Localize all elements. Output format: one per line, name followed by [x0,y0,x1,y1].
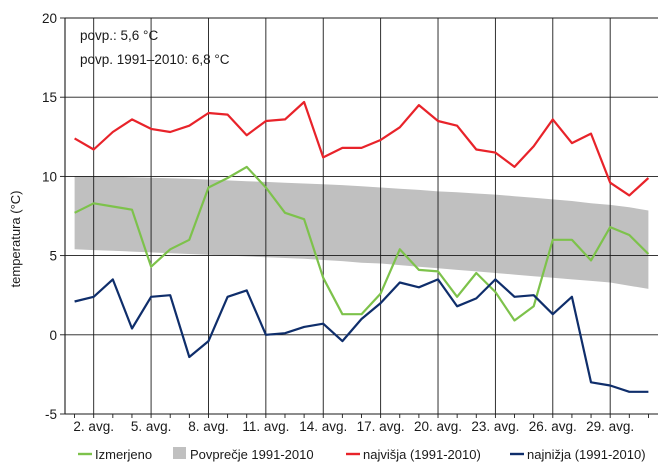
y-axis-label: temperatura (°C) [8,191,23,288]
axis-layer [60,17,658,418]
y-tick-label: 0 [49,328,57,343]
annotation-layer: povp.: 5,6 °C povp. 1991–2010: 6,8 °C [80,28,230,67]
y-tick-label: 10 [42,169,57,184]
legend-label: Povprečje 1991-2010 [190,447,314,462]
x-tick-label: 17. avg. [357,419,405,434]
y-tick-label: 15 [42,90,57,105]
x-tick-label: 5. avg. [131,419,172,434]
legend-label: najnižja (1991-2010) [527,447,646,462]
legend-label: najvišja (1991-2010) [363,447,481,462]
x-tick-label: 11. avg. [242,419,289,434]
band-layer [74,176,649,289]
x-tick-label: 2. avg. [73,419,114,434]
x-tick-label: 29. avg. [586,419,634,434]
x-tick-label: 14. avg. [299,419,347,434]
series-line-izmerjeno [74,165,650,322]
annotation: povp.: 5,6 °C [80,28,158,43]
annotation: povp. 1991–2010: 6,8 °C [80,52,230,67]
series-layer [74,100,650,393]
x-tick-label: 23. avg. [471,419,519,434]
y-tick-label: -5 [45,407,57,422]
tick-layer: -5 0 5 10 15 20 2. avg. 5. avg. 8. avg. 11. avg. 1… [42,11,634,434]
legend: Izmerjeno Povprečje 1991-2010 najvišja (19… [78,447,646,462]
x-tick-label: 20. avg. [414,419,462,434]
grid-layer [65,17,658,414]
x-tick-label: 26. avg. [529,419,577,434]
series-line-najvišja-1991-2010 [74,100,650,197]
legend-label: Izmerjeno [95,447,152,462]
y-tick-label: 20 [42,11,57,26]
y-tick-label: 5 [49,249,57,264]
x-tick-label: 8. avg. [188,419,229,434]
series-line-najnižja-1991-2010 [74,278,649,393]
legend-swatch [173,447,186,459]
band-average-1991-2010 [74,176,649,289]
